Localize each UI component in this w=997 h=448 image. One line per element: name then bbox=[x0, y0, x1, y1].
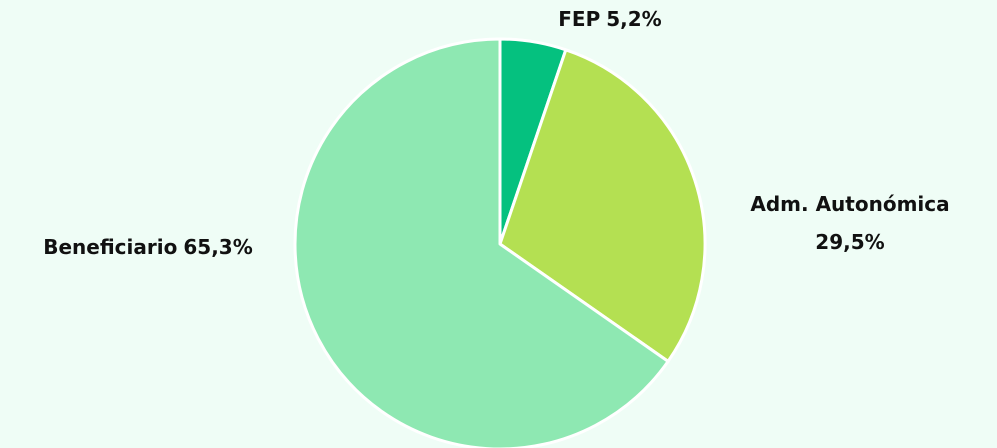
value-label: 65,3% bbox=[183, 235, 252, 259]
value-label: 5,2% bbox=[606, 7, 661, 31]
pie-slice bbox=[498, 48, 707, 363]
value-label: 29,5% bbox=[815, 230, 884, 254]
category-label: Adm. Autonómica bbox=[750, 192, 949, 216]
category-label: Beneficiario bbox=[43, 235, 177, 259]
pie-slice bbox=[293, 37, 670, 448]
slice-label: Beneficiario 65,3% bbox=[43, 235, 253, 259]
slice-label: Adm. Autonómica 29,5% bbox=[750, 192, 949, 254]
slice-label: FEP 5,2% bbox=[558, 7, 661, 31]
category-label: FEP bbox=[558, 7, 600, 31]
